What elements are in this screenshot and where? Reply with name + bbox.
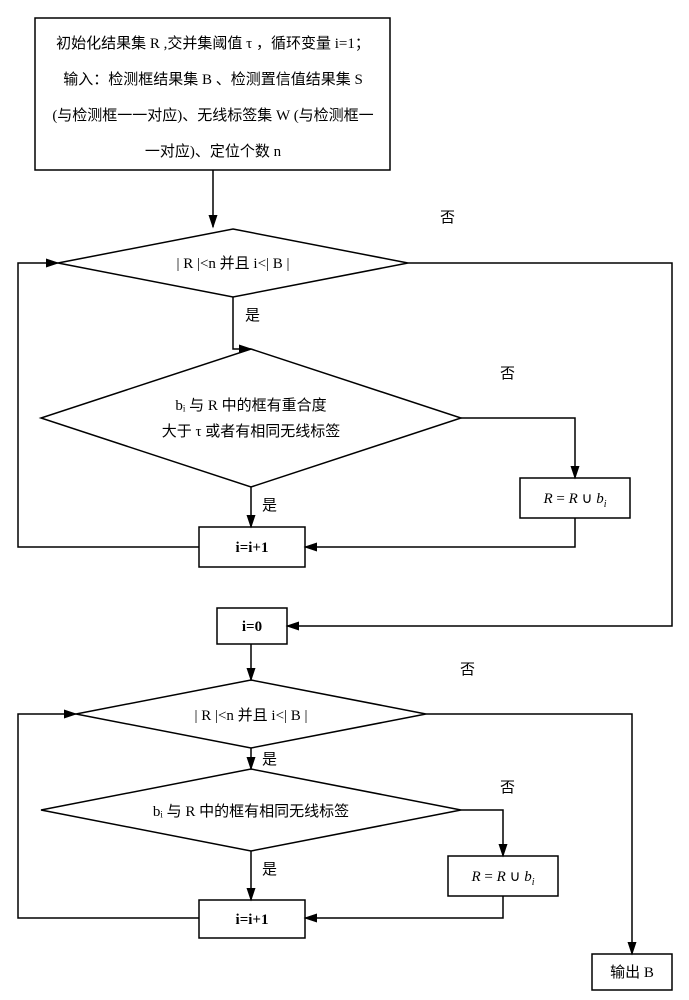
init-line1: 初始化结果集 R ,交并集阈值 τ ，循环变量 i=1； (56, 34, 370, 52)
label-d2-yes: 是 (262, 498, 277, 514)
flowchart-canvas: 初始化结果集 R ,交并集阈值 τ ，循环变量 i=1； 输入：检测框结果集 B… (0, 0, 689, 1000)
init-line2: 输入：检测框结果集 B 、检测置信值结果集 S (63, 71, 363, 88)
r2-text: R = R ∪ bi (542, 491, 606, 510)
label-d3-no: 否 (460, 662, 475, 678)
label-d4-yes: 是 (262, 862, 277, 878)
node-d2 (41, 349, 461, 487)
init-line4: 一对应)、定位个数 n (145, 142, 282, 160)
d3-text: | R |<n 并且 i<| B | (194, 707, 307, 724)
r4-text: R = R ∪ bi (470, 869, 534, 888)
reset-text: i=0 (242, 619, 262, 635)
edge-inc1-d1 (18, 263, 199, 547)
d1-text: | R |<n 并且 i<| B | (176, 255, 289, 272)
d2-line2: 大于 τ 或者有相同无线标签 (162, 423, 341, 440)
d4-text: bᵢ 与 R 中的框有相同无线标签 (153, 803, 349, 820)
edge-d1-reset (287, 263, 672, 626)
inc1-text: i=i+1 (236, 540, 269, 556)
edge-r4-inc2 (305, 896, 503, 918)
label-d1-no: 否 (440, 210, 455, 226)
init-line3: (与检测框一一对应)、无线标签集 W (与检测框一 (52, 106, 373, 124)
edge-d4-r4 (461, 810, 503, 856)
label-d3-yes: 是 (262, 752, 277, 768)
edge-r2-inc1 (305, 518, 575, 547)
label-d4-no: 否 (500, 780, 515, 796)
inc2-text: i=i+1 (236, 912, 269, 928)
label-d2-no: 否 (500, 366, 515, 382)
out-text: 输出 B (610, 964, 654, 981)
label-d1-yes: 是 (245, 308, 260, 324)
edge-d2-r2 (461, 418, 575, 478)
d2-line1: bᵢ 与 R 中的框有重合度 (175, 397, 326, 414)
